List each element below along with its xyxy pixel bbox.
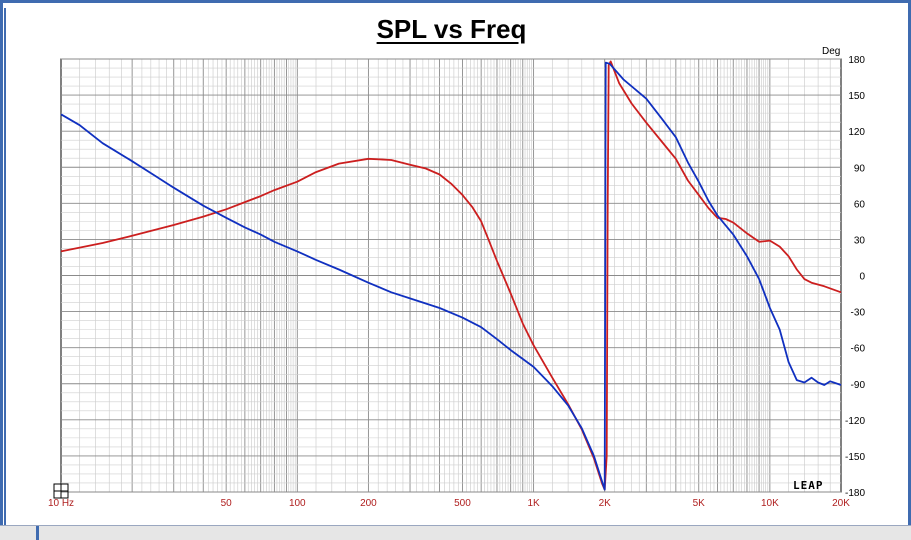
y-tick-label: 120 xyxy=(848,127,865,138)
blue-phase-line xyxy=(60,61,842,491)
x-tick-label: 200 xyxy=(360,498,377,509)
y-tick-label: 30 xyxy=(854,235,866,246)
x-tick-label: 50 xyxy=(221,498,233,509)
x-tick-label: 10 Hz xyxy=(48,498,74,509)
series-group xyxy=(60,60,842,491)
corner-cursor-icon[interactable] xyxy=(53,483,69,499)
x-tick-label: 20K xyxy=(832,498,850,509)
grid-lines xyxy=(61,58,841,493)
x-tick-label: 10K xyxy=(761,498,779,509)
y-tick-label: -90 xyxy=(851,380,866,391)
y-tick-label: -150 xyxy=(845,452,865,463)
y-tick-labels: 180 150 120 90 60 30 0 -30 -60 -90 -120 -150 -180 xyxy=(845,55,865,499)
y-tick-label: 0 xyxy=(859,272,865,283)
bottom-strip xyxy=(0,525,911,540)
x-tick-label: 500 xyxy=(454,498,471,509)
x-tick-label: 2K xyxy=(599,498,612,509)
y-tick-label: 90 xyxy=(854,163,866,174)
y-tick-label: 180 xyxy=(848,55,865,66)
chart-title-text: SPL vs Freq xyxy=(376,14,527,44)
x-tick-label: 100 xyxy=(289,498,306,509)
y-axis-unit-label: Deg xyxy=(822,46,840,57)
y-tick-label: 150 xyxy=(848,91,865,102)
x-tick-labels: 10 Hz 50 100 200 500 1K 2K 5K 10K 20K xyxy=(48,498,850,509)
y-tick-label: -60 xyxy=(851,344,866,355)
window-edge xyxy=(4,8,6,539)
chart-title: SPL vs Freq xyxy=(0,14,903,45)
x-tick-label: 5K xyxy=(693,498,706,509)
leap-logo: LEAP xyxy=(793,479,824,492)
y-tick-label: -180 xyxy=(845,488,865,499)
y-tick-label: 60 xyxy=(854,199,866,210)
y-tick-label: -30 xyxy=(851,308,866,319)
x-tick-label: 1K xyxy=(527,498,540,509)
y-tick-label: -120 xyxy=(845,416,865,427)
